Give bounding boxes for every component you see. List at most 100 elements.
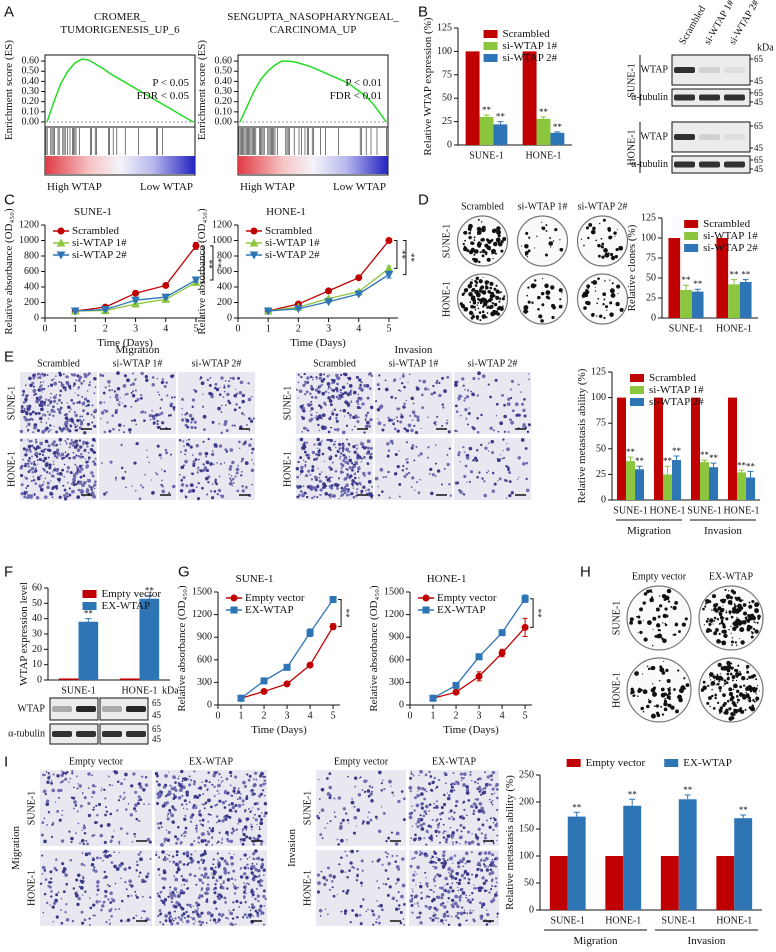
significance: ** xyxy=(746,461,756,471)
cell xyxy=(432,865,435,868)
cell xyxy=(36,429,41,433)
cell xyxy=(239,868,242,870)
cell xyxy=(95,804,98,807)
cell xyxy=(350,492,354,496)
cell xyxy=(343,477,347,481)
cell xyxy=(313,486,318,490)
cell xyxy=(485,856,489,861)
cell xyxy=(420,897,423,900)
cell xyxy=(361,402,365,406)
cell xyxy=(215,879,219,882)
cell xyxy=(239,425,243,429)
cell xyxy=(243,825,248,830)
cell xyxy=(43,869,47,872)
column-label: Scrambled xyxy=(313,359,356,370)
cell xyxy=(303,459,305,461)
y-tick-label: 50 xyxy=(524,878,534,889)
cell xyxy=(317,390,321,394)
cell xyxy=(450,785,454,789)
cell xyxy=(205,455,208,458)
cell xyxy=(201,887,204,890)
cell xyxy=(350,400,352,402)
cell xyxy=(371,790,373,793)
cell xyxy=(82,825,87,830)
cell xyxy=(318,479,322,483)
cell xyxy=(435,785,439,789)
cell xyxy=(133,832,136,836)
cell xyxy=(29,383,33,388)
x-tick-label: 2 xyxy=(454,711,459,722)
cell xyxy=(251,829,253,831)
cell xyxy=(75,891,78,894)
colony xyxy=(520,245,523,247)
cell xyxy=(35,396,39,401)
cell xyxy=(21,393,25,397)
cell xyxy=(49,402,52,405)
legend-label: si-WTAP 1# xyxy=(265,237,320,249)
cell xyxy=(61,468,65,472)
colony xyxy=(486,257,491,262)
cell xyxy=(377,829,382,833)
cell xyxy=(462,772,467,776)
cell xyxy=(358,477,360,479)
cell xyxy=(40,833,44,837)
cell xyxy=(398,389,401,392)
chart-title: SUNE-1 xyxy=(74,206,112,218)
colony xyxy=(728,707,732,711)
cell xyxy=(448,447,451,450)
cell xyxy=(237,464,240,467)
error-bar xyxy=(554,131,561,133)
cell xyxy=(190,779,193,782)
cell xyxy=(379,467,384,472)
cell xyxy=(377,418,379,420)
cell xyxy=(230,831,234,835)
cell xyxy=(102,391,106,395)
cell xyxy=(250,825,254,829)
cell xyxy=(482,887,484,889)
cell xyxy=(475,887,478,890)
cell xyxy=(160,790,163,794)
cell xyxy=(45,422,48,424)
cell xyxy=(491,489,495,493)
cell xyxy=(140,394,143,397)
cell xyxy=(42,460,46,463)
cell xyxy=(227,834,229,837)
cell xyxy=(304,393,307,396)
cell xyxy=(437,858,441,862)
row-label: SUNE-1 xyxy=(303,791,314,825)
colony xyxy=(545,295,550,299)
cell xyxy=(366,462,370,466)
cell xyxy=(316,447,319,449)
y-tick-label: 150 xyxy=(519,824,534,835)
cell xyxy=(416,916,419,919)
cell xyxy=(303,450,307,454)
cell xyxy=(195,807,198,809)
cell xyxy=(187,862,190,865)
cell xyxy=(470,390,472,393)
cell xyxy=(252,915,255,917)
cell xyxy=(51,442,55,446)
significance: ** xyxy=(672,446,682,456)
cell xyxy=(497,430,500,433)
cell xyxy=(87,400,90,403)
cell xyxy=(119,397,121,399)
cell xyxy=(390,395,394,399)
cell xyxy=(370,452,373,455)
colony xyxy=(737,607,742,613)
legend-label: EX-WTAP xyxy=(437,604,486,616)
cell xyxy=(50,392,52,395)
cell xyxy=(376,383,380,387)
cell xyxy=(76,425,79,427)
cell xyxy=(82,842,85,846)
colony xyxy=(489,286,493,290)
cell xyxy=(390,785,392,787)
cell xyxy=(251,459,253,461)
cell xyxy=(197,482,200,485)
cell xyxy=(49,904,51,906)
cell xyxy=(435,787,437,790)
colony xyxy=(630,689,635,694)
cell xyxy=(199,854,203,857)
cell xyxy=(99,856,102,860)
cell xyxy=(182,440,185,443)
cell xyxy=(231,424,234,427)
